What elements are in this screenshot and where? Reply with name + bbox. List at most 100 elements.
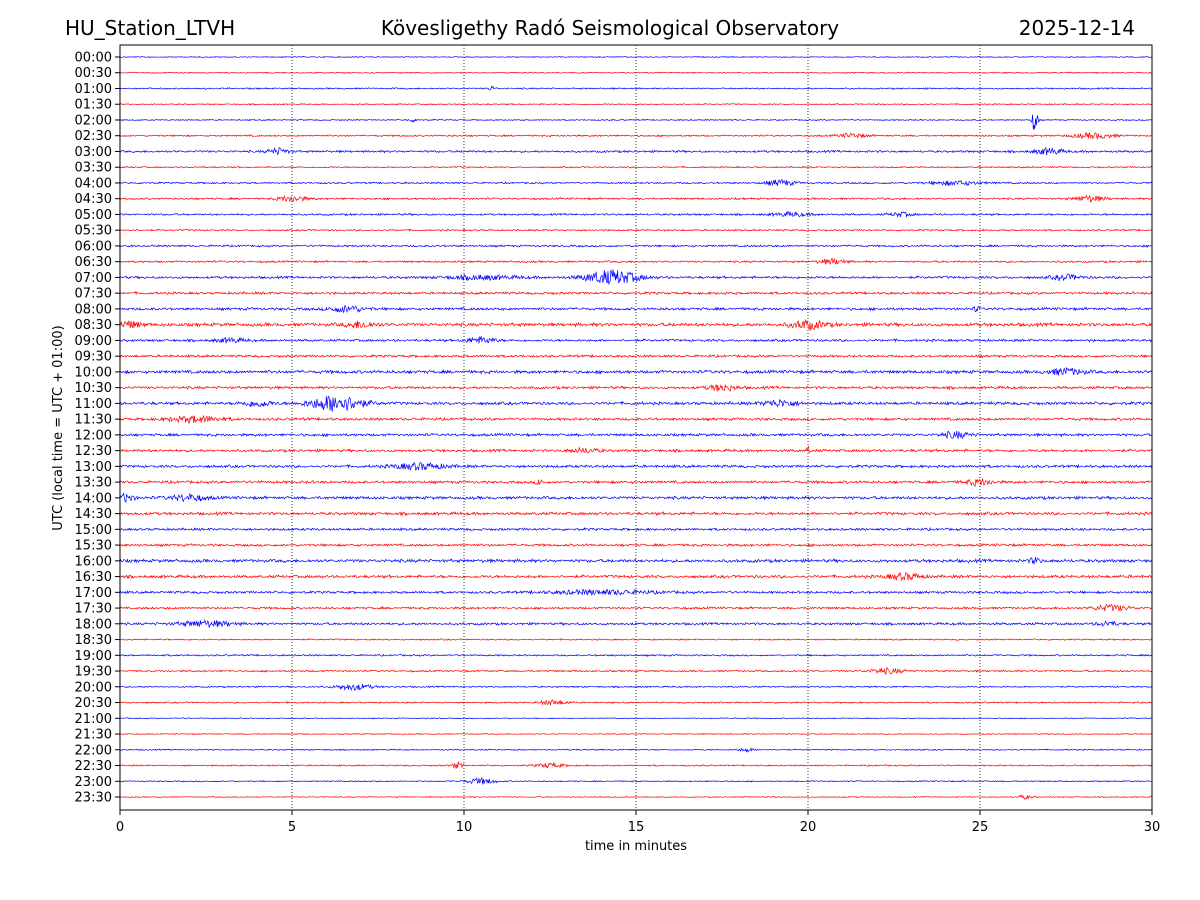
trace-1530 bbox=[119, 542, 1153, 548]
y-tick-label: 13:30 bbox=[75, 476, 112, 491]
trace-0930 bbox=[119, 353, 1153, 359]
trace-1200 bbox=[120, 430, 1153, 440]
trace-2030 bbox=[119, 699, 1153, 706]
trace-0700 bbox=[119, 269, 1153, 285]
trace-1730 bbox=[119, 603, 1153, 612]
y-axis-label: UTC (local time = UTC + 01:00) bbox=[51, 325, 66, 530]
y-tick-label: 20:00 bbox=[75, 680, 112, 695]
y-tick-label: 08:30 bbox=[75, 318, 112, 333]
y-tick-label: 06:00 bbox=[75, 239, 112, 254]
y-tick-label: 00:30 bbox=[75, 66, 112, 81]
y-tick-label: 09:00 bbox=[75, 334, 112, 349]
trace-0430 bbox=[119, 194, 1153, 203]
y-tick-label: 04:30 bbox=[75, 192, 112, 207]
trace-1300 bbox=[119, 461, 1153, 471]
trace-0500 bbox=[119, 210, 1153, 219]
y-tick-label: 22:00 bbox=[75, 743, 112, 758]
y-tick-label: 18:30 bbox=[75, 633, 112, 648]
plot-frame bbox=[119, 44, 1153, 811]
y-tick-label: 17:00 bbox=[75, 586, 112, 601]
trace-1800 bbox=[119, 619, 1153, 628]
trace-0300 bbox=[119, 146, 1153, 156]
y-tick-label: 05:00 bbox=[75, 208, 112, 223]
y-tick-label: 19:30 bbox=[75, 665, 112, 680]
trace-1630 bbox=[119, 571, 1153, 581]
y-tick-label: 20:30 bbox=[75, 696, 112, 711]
y-tick-label: 18:00 bbox=[75, 617, 112, 632]
trace-0830 bbox=[119, 319, 1153, 332]
x-tick-label: 5 bbox=[288, 820, 296, 835]
trace-1030 bbox=[119, 384, 1153, 392]
x-tick-label: 0 bbox=[116, 820, 124, 835]
y-tick-label: 23:00 bbox=[75, 775, 112, 790]
y-tick-label: 16:00 bbox=[75, 554, 112, 569]
trace-1900 bbox=[119, 653, 1153, 657]
y-tick-label: 02:00 bbox=[75, 113, 112, 128]
y-tick-label: 09:30 bbox=[75, 350, 112, 365]
y-tick-label: 05:30 bbox=[75, 224, 112, 239]
trace-2330 bbox=[119, 794, 1153, 800]
station-name: HU_Station_LTVH bbox=[65, 16, 235, 40]
y-tick-label: 11:30 bbox=[75, 413, 112, 428]
y-tick-label: 19:00 bbox=[75, 649, 112, 664]
y-tick-label: 03:30 bbox=[75, 161, 112, 176]
x-tick-label: 20 bbox=[800, 820, 817, 835]
y-tick-label: 21:00 bbox=[75, 712, 112, 727]
y-tick-label: 15:30 bbox=[75, 539, 112, 554]
y-tick-label: 14:00 bbox=[75, 491, 112, 506]
y-tick-label: 12:00 bbox=[75, 428, 112, 443]
trace-1230 bbox=[119, 445, 1153, 454]
trace-0330 bbox=[119, 165, 1153, 169]
y-tick-label: 02:30 bbox=[75, 129, 112, 144]
trace-0530 bbox=[119, 228, 1153, 232]
y-tick-label: 08:00 bbox=[75, 302, 112, 317]
y-tick-label: 23:30 bbox=[75, 791, 112, 806]
chart-title: Kövesligethy Radó Seismological Observat… bbox=[381, 16, 839, 40]
y-tick-label: 22:30 bbox=[75, 759, 112, 774]
y-tick-label: 00:00 bbox=[75, 51, 112, 66]
trace-2300 bbox=[119, 776, 1153, 785]
y-tick-label: 07:30 bbox=[75, 287, 112, 302]
trace-1130 bbox=[119, 414, 1153, 424]
trace-1500 bbox=[119, 526, 1153, 532]
trace-0630 bbox=[119, 257, 1153, 265]
trace-0400 bbox=[119, 179, 1153, 187]
trace-2200 bbox=[119, 747, 1152, 753]
y-tick-label: 01:30 bbox=[75, 98, 112, 113]
trace-1830 bbox=[119, 638, 1153, 641]
y-tick-label: 12:30 bbox=[75, 444, 112, 459]
y-tick-label: 17:30 bbox=[75, 602, 112, 617]
trace-2000 bbox=[119, 683, 1153, 691]
trace-2100 bbox=[119, 717, 1152, 720]
trace-0030 bbox=[119, 71, 1153, 74]
y-tick-label: 10:00 bbox=[75, 365, 112, 380]
trace-0100 bbox=[119, 85, 1153, 91]
y-tick-label: 03:00 bbox=[75, 145, 112, 160]
trace-0000 bbox=[119, 55, 1153, 59]
x-tick-label: 30 bbox=[1144, 820, 1161, 835]
x-tick-label: 15 bbox=[628, 820, 645, 835]
y-tick-label: 15:00 bbox=[75, 523, 112, 538]
trace-0900 bbox=[119, 335, 1153, 344]
trace-0600 bbox=[120, 244, 1153, 248]
y-tick-label: 10:30 bbox=[75, 381, 112, 396]
y-tick-label: 11:00 bbox=[75, 397, 112, 412]
y-tick-label: 04:00 bbox=[75, 176, 112, 191]
trace-1430 bbox=[119, 510, 1153, 517]
trace-2130 bbox=[119, 732, 1153, 736]
x-axis-label: time in minutes bbox=[585, 839, 687, 854]
y-tick-label: 01:00 bbox=[75, 82, 112, 97]
trace-0730 bbox=[119, 290, 1153, 296]
y-tick-label: 06:30 bbox=[75, 255, 112, 270]
y-tick-label: 14:30 bbox=[75, 507, 112, 522]
trace-1700 bbox=[119, 588, 1153, 597]
y-tick-label: 07:00 bbox=[75, 271, 112, 286]
trace-2230 bbox=[119, 761, 1153, 769]
trace-1400 bbox=[119, 492, 1152, 503]
trace-0800 bbox=[119, 305, 1153, 314]
y-tick-label: 21:30 bbox=[75, 728, 112, 743]
trace-1600 bbox=[119, 557, 1153, 565]
y-tick-label: 13:00 bbox=[75, 460, 112, 475]
chart-date: 2025-12-14 bbox=[1019, 16, 1135, 40]
trace-1930 bbox=[119, 667, 1153, 676]
